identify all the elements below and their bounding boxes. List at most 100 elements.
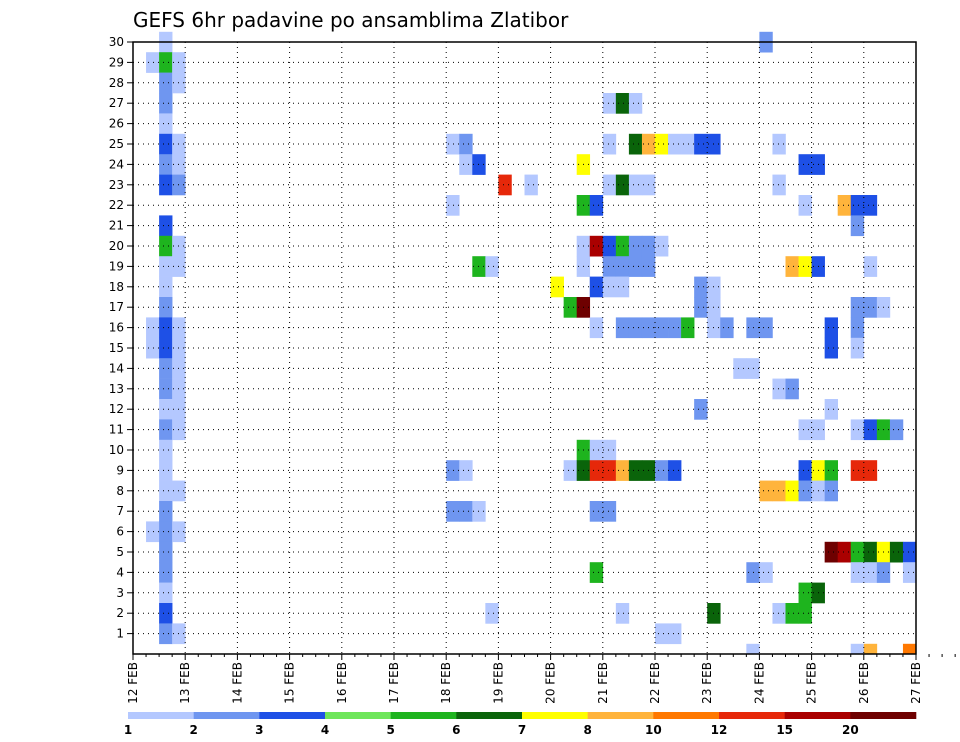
legend-swatch [850, 712, 917, 719]
heatmap-cell [159, 562, 173, 583]
heatmap-cell [772, 133, 786, 155]
heatmap-cell [159, 93, 173, 114]
chart-title: GEFS 6hr padavine po ansamblima Zlatibor [133, 8, 569, 32]
legend-label: 1 [124, 723, 132, 737]
heatmap-cell [589, 276, 604, 298]
heatmap-cell [668, 317, 682, 339]
y-tick-label: 4 [116, 565, 124, 579]
heatmap-cell [628, 317, 643, 339]
heatmap-cell [863, 297, 878, 318]
heatmap-cell [615, 276, 630, 298]
y-tick-label: 7 [116, 504, 124, 518]
heatmap-cell [668, 133, 682, 155]
x-tick-label: 20 FEB [544, 662, 558, 704]
heatmap-cell [602, 460, 617, 481]
legend-swatch [456, 712, 523, 719]
y-tick-label: 30 [109, 35, 124, 49]
heatmap-cell [146, 337, 160, 359]
heatmap-cell [159, 460, 173, 481]
y-tick-label: 10 [109, 443, 124, 457]
heatmap-cell [850, 643, 865, 655]
heatmap-cell [159, 439, 173, 461]
heatmap-cell [615, 235, 630, 257]
heatmap-cell [733, 358, 747, 379]
heatmap-cell [615, 460, 630, 481]
heatmap-cell [615, 603, 630, 624]
heatmap-cell [850, 195, 865, 216]
x-tick-label: 17 FEB [387, 662, 401, 704]
heatmap-cell [159, 317, 173, 339]
heatmap-cell [550, 276, 564, 298]
heatmap-cell [824, 480, 838, 502]
y-tick-label: 2 [116, 606, 124, 620]
heatmap-cell [798, 419, 812, 441]
heatmap-cell [615, 317, 630, 339]
heatmap-cell [159, 521, 173, 543]
heatmap-cell [446, 460, 460, 481]
y-tick-label: 29 [109, 55, 124, 69]
heatmap-cell [720, 317, 734, 339]
heatmap-cell [459, 501, 473, 522]
heatmap-cell [655, 235, 669, 257]
heatmap-cell [159, 235, 173, 257]
heatmap-cell [655, 133, 669, 155]
heatmap-cell [655, 460, 669, 481]
x-tick-label: 26 FEB [857, 662, 871, 704]
heatmap-cell [850, 419, 865, 441]
heatmap-cell [902, 541, 917, 563]
x-tick-label: 21 FEB [596, 662, 610, 704]
y-tick-label: 8 [116, 484, 124, 498]
heatmap-cell [628, 174, 643, 196]
heatmap-cell [159, 72, 173, 94]
heatmap-cell [146, 52, 160, 73]
x-tick-label: 16 FEB [335, 662, 349, 704]
y-tick-label: 24 [109, 157, 124, 171]
heatmap-cell [159, 399, 173, 420]
y-tick-label: 27 [109, 96, 124, 110]
heatmap-cell [159, 623, 173, 645]
heatmap-cell [628, 256, 643, 277]
y-tick-label: 26 [109, 117, 124, 131]
legend-label: 3 [255, 723, 263, 737]
y-tick-label: 18 [109, 280, 124, 294]
x-tick-label: 25 FEB [805, 662, 819, 704]
legend-swatch [587, 712, 654, 719]
heatmap-cell [850, 215, 865, 237]
heatmap-cell [159, 256, 173, 277]
heatmap-cell [159, 582, 173, 604]
heatmap-cell [863, 541, 878, 563]
y-tick-label: 25 [109, 137, 124, 151]
y-tick-label: 19 [109, 259, 124, 273]
heatmap-cell [798, 460, 812, 481]
heatmap-cell [863, 643, 878, 655]
heatmap-cell [146, 317, 160, 339]
x-tick-label: 19 FEB [491, 662, 505, 704]
y-tick-label: 12 [109, 402, 124, 416]
heatmap-cell [850, 337, 865, 359]
heatmap-cell [628, 133, 643, 155]
heatmap-cell [681, 317, 695, 339]
legend-label: 12 [711, 723, 728, 737]
heatmap-cell [863, 419, 878, 441]
legend-label: 7 [518, 723, 526, 737]
x-tick-label: 15 FEB [283, 662, 297, 704]
heatmap-cell [159, 501, 173, 522]
y-tick-label: 14 [109, 361, 124, 375]
legend-label: 15 [776, 723, 793, 737]
heatmap-cell [524, 174, 538, 196]
y-tick-label: 17 [109, 300, 124, 314]
heatmap-cell [589, 439, 604, 461]
heatmap-cell [459, 154, 473, 175]
heatmap-cell [485, 256, 499, 277]
heatmap-cell [863, 195, 878, 216]
x-tick-label: 23 FEB [700, 662, 714, 704]
heatmap-cell [798, 154, 812, 175]
heatmap-cell [759, 480, 773, 502]
legend-swatch [390, 712, 457, 719]
heatmap-cell [902, 562, 917, 583]
y-tick-label: 20 [109, 239, 124, 253]
heatmap-cell [602, 439, 617, 461]
legend-swatch [128, 712, 194, 719]
heatmap-cell [159, 337, 173, 359]
